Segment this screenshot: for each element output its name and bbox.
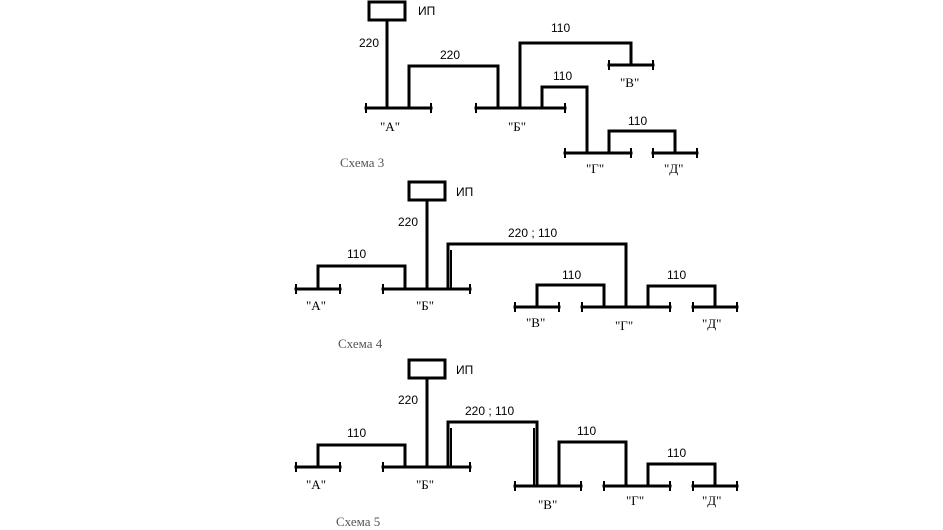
node-b-label: "Б" xyxy=(508,119,526,134)
voltage-ip-line: 220 xyxy=(398,393,418,407)
line-a-b xyxy=(407,64,500,110)
line-g-d xyxy=(607,129,677,155)
line-g-d xyxy=(646,284,717,309)
scheme-caption: Схема 5 xyxy=(336,514,380,529)
voltage-g-d: 110 xyxy=(667,268,686,282)
node-b-label: "Б" xyxy=(416,477,434,492)
node-a-label: "А" xyxy=(380,119,400,134)
line-a-b xyxy=(316,443,407,469)
node-d-label: "Д" xyxy=(664,161,683,176)
node-b-label: "Б" xyxy=(416,298,434,313)
voltage-b-v: 220 ; 110 xyxy=(465,404,514,418)
ip-source-box xyxy=(407,358,447,380)
node-g-label: "Г" xyxy=(586,161,604,176)
node-g-label: "Г" xyxy=(615,318,633,333)
ip-source-label: ИП xyxy=(456,185,473,199)
voltage-b-v: 110 xyxy=(551,21,570,35)
voltage-a-b: 110 xyxy=(347,426,366,440)
node-d-label: "Д" xyxy=(702,316,721,331)
line-b-g xyxy=(540,85,589,155)
line-v-g xyxy=(535,283,606,309)
scheme-caption: Схема 3 xyxy=(340,155,384,170)
line-a-b xyxy=(316,264,407,291)
scheme-5: ИП 220 "А" 110 "Б" 220 ; 110 "В" 110 xyxy=(294,358,739,529)
voltage-v-g: 110 xyxy=(577,424,596,438)
node-v-label: "В" xyxy=(620,75,639,90)
ip-source-label: ИП xyxy=(418,4,435,18)
line-g-d xyxy=(646,462,717,488)
ip-source-box xyxy=(367,0,407,22)
voltage-a-b: 110 xyxy=(347,247,366,261)
scheme-caption: Схема 4 xyxy=(338,336,383,351)
node-g-label: "Г" xyxy=(626,493,644,508)
voltage-g-d: 110 xyxy=(667,446,686,460)
node-v-label: "В" xyxy=(538,497,557,512)
node-a-label: "А" xyxy=(306,298,326,313)
voltage-ip-line: 220 xyxy=(398,215,418,229)
voltage-ip-line: 220 xyxy=(359,36,379,50)
ip-source-box xyxy=(407,180,447,202)
node-v-label: "В" xyxy=(526,315,545,330)
voltage-g-d: 110 xyxy=(628,114,647,128)
scheme-3: ИП 220 "А" 220 "Б" 110 "В" 110 "Г" xyxy=(340,0,699,176)
voltage-b-g: 110 xyxy=(553,69,572,83)
voltage-v-g: 110 xyxy=(562,268,581,282)
line-v-g xyxy=(557,440,628,488)
node-d-label: "Д" xyxy=(702,493,721,508)
ip-source-label: ИП xyxy=(456,363,473,377)
voltage-a-b: 220 xyxy=(440,48,460,62)
node-a-label: "А" xyxy=(306,477,326,492)
line-b-v xyxy=(518,41,633,110)
scheme-4: ИП 220 "А" 110 "Б" 220 ; 110 "В" 110 "Г" xyxy=(294,180,739,351)
line-b-v xyxy=(446,420,539,488)
line-b-g xyxy=(446,242,628,309)
voltage-b-g: 220 ; 110 xyxy=(508,226,557,240)
